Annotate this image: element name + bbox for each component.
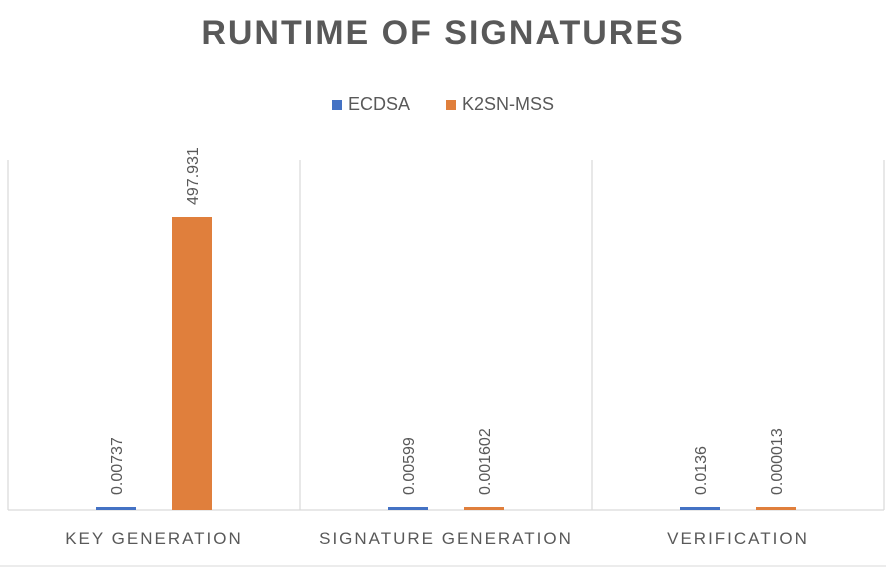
bar-ecdsa <box>388 507 428 510</box>
legend-swatch-ecdsa <box>331 99 342 110</box>
x-tick-label: VERIFICATION <box>667 529 809 548</box>
bar-k2sn-mss <box>172 217 212 510</box>
bar-k2sn-mss <box>756 507 796 510</box>
data-label: 0.0136 <box>693 446 710 495</box>
bar-k2sn-mss <box>464 507 504 510</box>
x-tick-label: SIGNATURE GENERATION <box>319 529 573 548</box>
legend-label-k2sn-mss: K2SN-MSS <box>461 94 555 114</box>
data-label: 0.001602 <box>477 428 494 495</box>
legend-swatch-k2sn-mss <box>445 99 456 110</box>
x-tick-label: KEY GENERATION <box>65 529 243 548</box>
data-label: 0.00737 <box>109 437 126 495</box>
legend-item-ecdsa: ECDSA <box>331 94 410 115</box>
legend-label-ecdsa: ECDSA <box>347 94 410 114</box>
data-label: 497.931 <box>185 147 202 205</box>
legend: ECDSA K2SN-MSS <box>0 94 886 115</box>
chart-title: RUNTIME OF SIGNATURES <box>201 14 685 52</box>
legend-item-k2sn-mss: K2SN-MSS <box>445 94 555 115</box>
data-label: 0.000013 <box>769 428 786 495</box>
data-label: 0.00599 <box>401 437 418 495</box>
bar-ecdsa <box>680 507 720 510</box>
bar-ecdsa <box>96 507 136 510</box>
